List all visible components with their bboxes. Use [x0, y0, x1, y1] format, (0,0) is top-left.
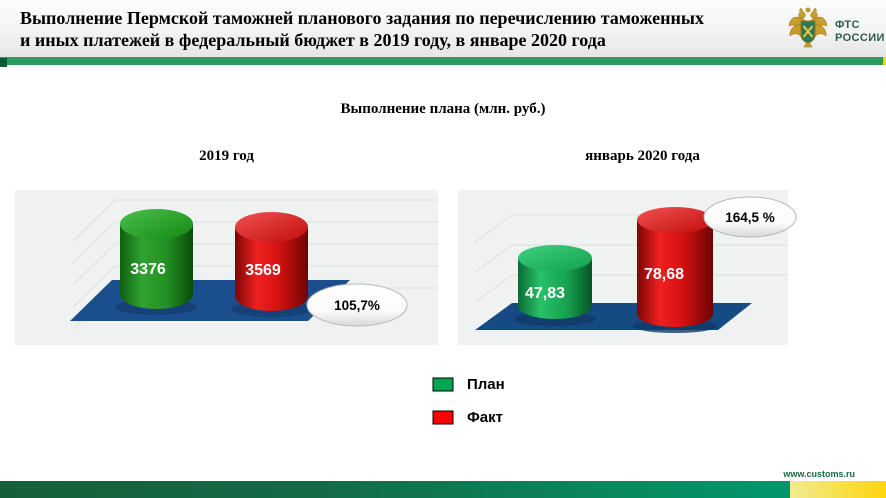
- legend-label-plan: План: [467, 376, 505, 393]
- slide-title-line1: Выполнение Пермской таможней планового з…: [20, 8, 704, 28]
- fact-bar-cylinder: [637, 207, 713, 327]
- chart-title-jan-2020: январь 2020 года: [585, 148, 700, 164]
- fact-bar-cylinder: [235, 212, 308, 311]
- slide-title: Выполнение Пермской таможней планового з…: [20, 7, 765, 51]
- legend-label-fact: Факт: [467, 409, 503, 426]
- legend-item-fact: Факт: [432, 409, 505, 426]
- fts-logo: ФТС РОССИИ: [786, 5, 885, 58]
- plan-bar-cylinder: [518, 245, 592, 319]
- percent-callout: 164,5 %: [703, 196, 797, 238]
- percent-label: 164,5 %: [725, 210, 775, 225]
- footer-bar-yellow: [790, 481, 886, 498]
- fts-eagle-emblem-icon: [786, 5, 830, 58]
- slide-title-line2: и иных платежей в федеральный бюджет в 2…: [20, 30, 606, 50]
- fact-value-label: 78,68: [644, 266, 684, 283]
- fts-logo-line1: ФТС: [835, 18, 860, 31]
- fact-value-label: 3569: [245, 262, 281, 279]
- plan-value-label: 3376: [130, 261, 166, 278]
- header: Выполнение Пермской таможней планового з…: [0, 0, 886, 57]
- header-divider-stub: [0, 58, 7, 67]
- chart-jan-2020: 47,83 78,68 164,5 %: [458, 190, 803, 345]
- fact-swatch-icon: [432, 410, 454, 425]
- percent-label: 105,7%: [334, 298, 380, 313]
- fts-logo-text: ФТС РОССИИ: [835, 19, 885, 45]
- chart-legend: План Факт: [432, 376, 505, 442]
- header-divider-tip: [883, 57, 886, 65]
- chart-subtitle: Выполнение плана (млн. руб.): [340, 101, 546, 117]
- header-divider-bar: [0, 57, 886, 65]
- chart-2019: 3376 3569 105,7%: [15, 190, 438, 345]
- plan-bar-cylinder: [120, 209, 193, 309]
- fts-logo-line2: РОССИИ: [835, 31, 885, 44]
- website-url: www.customs.ru: [783, 469, 855, 479]
- percent-callout: 105,7%: [306, 283, 408, 327]
- chart-title-2019: 2019 год: [199, 148, 254, 164]
- plan-swatch-icon: [432, 377, 454, 392]
- legend-item-plan: План: [432, 376, 505, 393]
- plan-value-label: 47,83: [525, 285, 565, 302]
- footer-bar-green: [0, 481, 790, 498]
